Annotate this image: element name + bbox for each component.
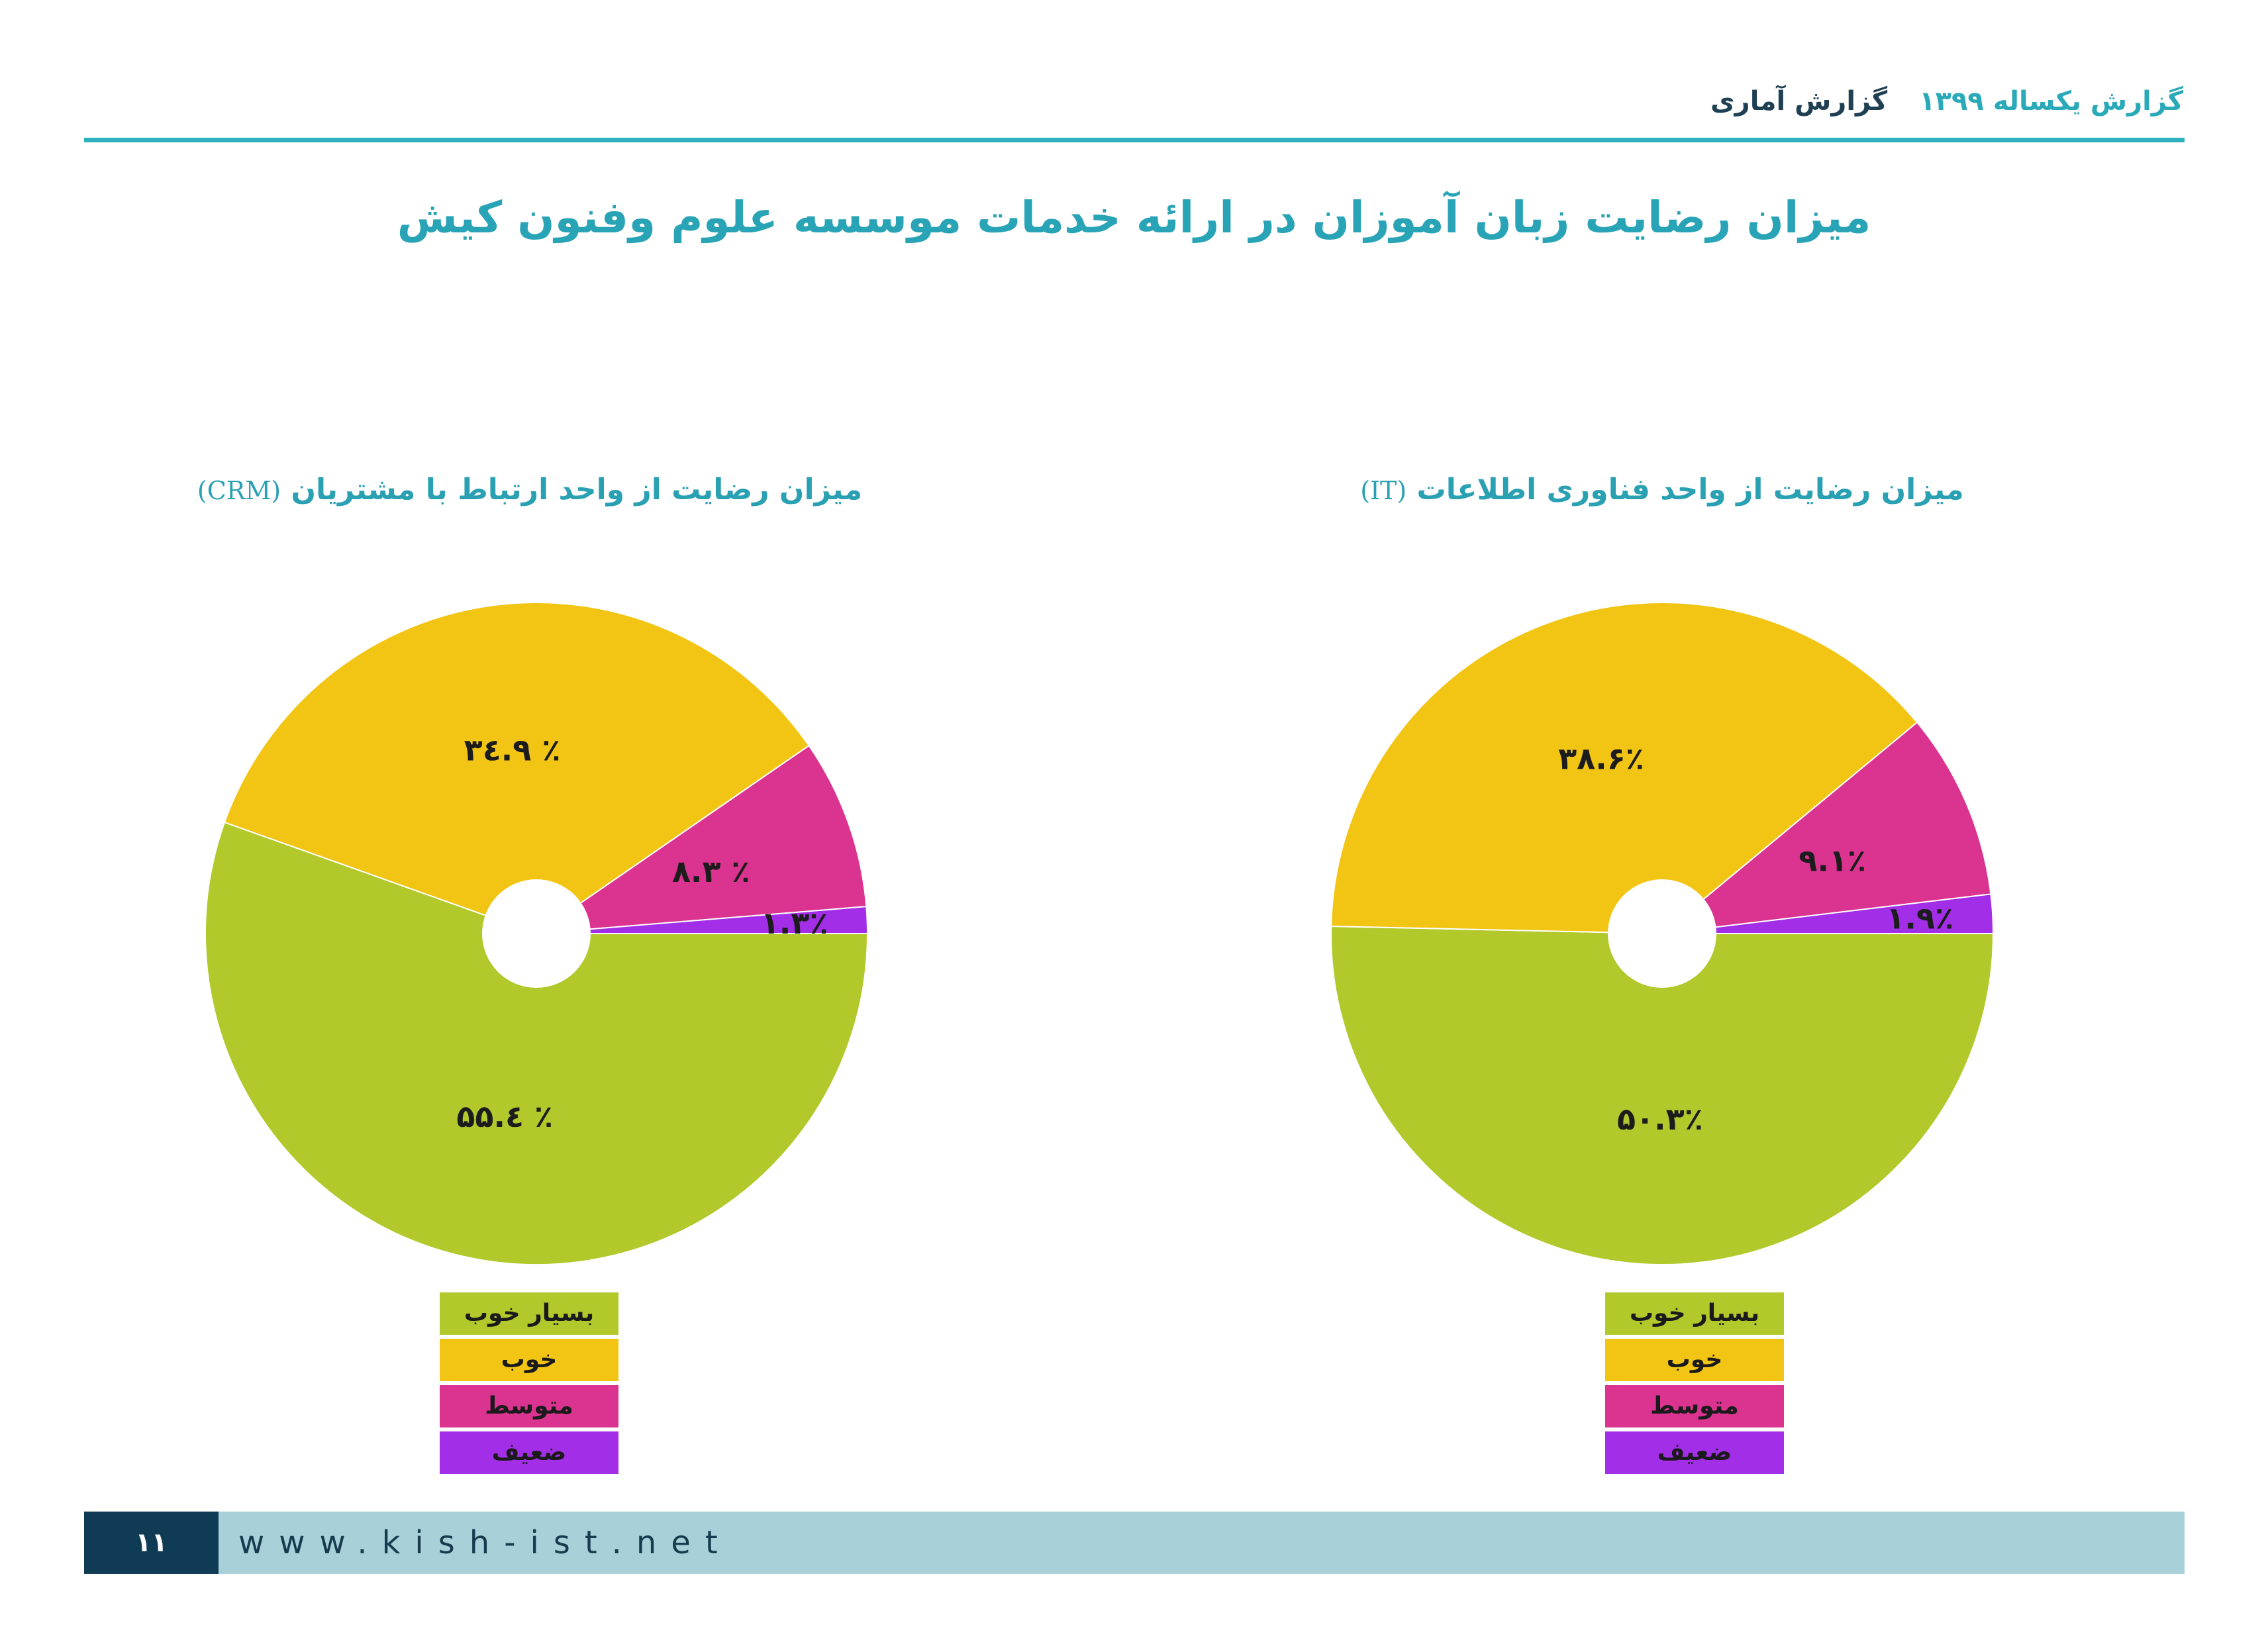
- section-label: گزارش آماری: [1710, 86, 1888, 117]
- slice-weak: [1661, 893, 1995, 934]
- slice-weak-label: ۱.۹٪: [1886, 900, 1953, 936]
- chart-title-it: میزان رضایت از واحد فناوری اطلاعات (IT): [1318, 473, 2006, 526]
- slice-very-good: [1330, 925, 1995, 1265]
- slice-very-good-label: ۵۰.۳٪: [1617, 1101, 1703, 1137]
- chart-title-it-text: میزان رضایت از واحد فناوری اطلاعات: [1416, 473, 1964, 507]
- chart-title-it-abbr: (IT): [1360, 476, 1407, 505]
- legend-crm: بسیار خوب خوب متوسط ضعیف: [440, 1292, 618, 1478]
- chart-title-crm-text: میزان رضایت از واحد ارتباط با مشتریان: [291, 473, 863, 507]
- slice-very-good-label: ۵۵.٤ ٪: [456, 1098, 553, 1134]
- slice-weak-label: ۱.۳٪: [761, 905, 828, 941]
- slice-very-good: [205, 821, 869, 1265]
- legend-item-medium: متوسط: [440, 1385, 618, 1427]
- pie-chart-it: ۵۰.۳٪ ۳۸.۶٪ ۹.۱٪ ۱.۹٪: [1330, 602, 1995, 1265]
- header-divider: [84, 138, 2185, 142]
- slice-medium: [534, 744, 867, 935]
- page-number: ۱۱: [84, 1512, 219, 1574]
- slice-weak: [536, 906, 869, 934]
- pie-center-hole: [482, 879, 591, 988]
- footer-url: www.kish-ist.net: [238, 1524, 732, 1561]
- slice-medium-label: ۹.۱٪: [1799, 843, 1866, 879]
- legend-item-very-good: بسیار خوب: [440, 1292, 618, 1335]
- legend-item-good: خوب: [440, 1339, 618, 1381]
- pie-center-hole: [1608, 879, 1716, 988]
- pie-chart-crm: ۵۵.٤ ٪ ۳٤.۹ ٪ ۸.۳ ٪ ۱.۳٪: [205, 602, 869, 1265]
- slice-good-label: ۳۸.۶٪: [1558, 741, 1644, 777]
- legend-item-weak: ضعیف: [440, 1431, 618, 1474]
- legend-item-weak: ضعیف: [1605, 1431, 1784, 1474]
- legend-item-very-good: بسیار خوب: [1605, 1292, 1784, 1335]
- report-label: گزارش یکساله ۱۳۹۹: [1919, 86, 2183, 117]
- footer-bar: [219, 1512, 2185, 1574]
- slice-medium-label: ۸.۳ ٪: [672, 853, 750, 889]
- report-header: گزارش یکساله ۱۳۹۹ گزارش آماری: [84, 86, 2183, 139]
- legend-item-medium: متوسط: [1605, 1385, 1784, 1427]
- chart-title-crm: میزان رضایت از واحد ارتباط با مشتریان (C…: [185, 473, 874, 526]
- slice-medium: [1659, 721, 1992, 935]
- page-title: میزان رضایت زبان آموزان در ارائه خدمات م…: [397, 192, 1871, 243]
- legend-item-good: خوب: [1605, 1339, 1784, 1381]
- legend-it: بسیار خوب خوب متوسط ضعیف: [1605, 1292, 1784, 1478]
- slice-good-label: ۳٤.۹ ٪: [464, 732, 561, 767]
- slice-good: [223, 602, 810, 935]
- slice-good: [1330, 602, 1918, 935]
- chart-title-crm-abbr: (CRM): [197, 476, 281, 505]
